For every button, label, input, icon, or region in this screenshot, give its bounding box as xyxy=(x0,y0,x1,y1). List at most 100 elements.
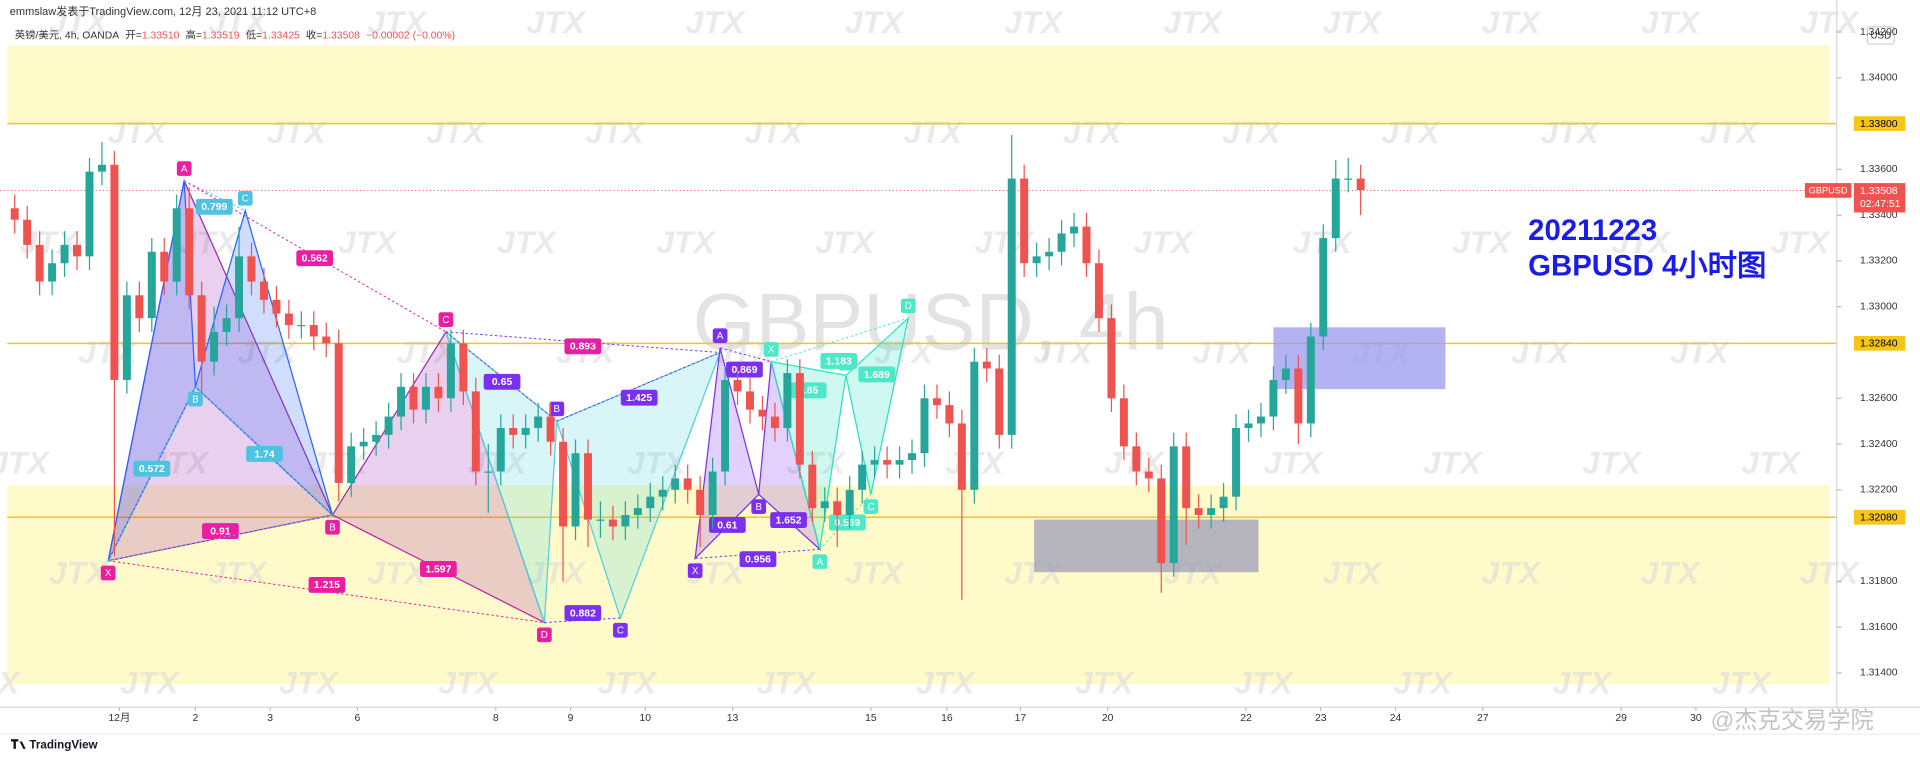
ratio-label: 1.597 xyxy=(425,564,451,575)
candle-body xyxy=(210,331,219,362)
logo-watermark: JTX xyxy=(1641,4,1701,40)
logo-watermark: JTX xyxy=(686,4,746,40)
pattern-point-label: B xyxy=(755,502,762,513)
legend-key: 低= xyxy=(246,28,262,41)
pattern-point-label: X xyxy=(105,568,112,579)
pattern-point-label: B xyxy=(329,522,336,533)
ratio-label: 0.562 xyxy=(302,254,328,265)
candle-body xyxy=(870,460,879,465)
pattern-ratio-line xyxy=(183,180,246,212)
logo-watermark: JTX xyxy=(49,4,109,40)
x-tick-label: 17 xyxy=(1015,713,1027,724)
y-tick-label: 1.31600 xyxy=(1860,622,1898,633)
logo-watermark: JTX xyxy=(1234,665,1294,701)
logo-watermark: JTX xyxy=(1800,555,1860,591)
logo-watermark: JTX xyxy=(904,114,964,150)
logo-watermark: JTX xyxy=(1641,555,1701,591)
candle-body xyxy=(559,441,568,527)
candle-body xyxy=(1094,263,1103,319)
candle-body xyxy=(583,453,592,520)
y-tick-label: 1.34200 xyxy=(1860,27,1898,38)
current-price-tag xyxy=(1853,183,1906,213)
logo-watermark: JTX xyxy=(816,224,876,260)
candle-body xyxy=(534,416,543,429)
candle-body xyxy=(284,313,293,326)
candle-body xyxy=(596,519,605,521)
pattern-point-box xyxy=(438,312,454,327)
current-price-label: 1.33508 xyxy=(1860,186,1898,197)
pattern-point-box xyxy=(812,554,828,569)
x-tick-label: 6 xyxy=(355,713,361,724)
ratio-box xyxy=(726,361,763,378)
candle-body xyxy=(858,464,867,490)
candle-body xyxy=(945,405,954,424)
logo-watermark: JTX xyxy=(598,665,658,701)
x-tick-label: 22 xyxy=(1240,713,1252,724)
logo-watermark: JTX xyxy=(1800,4,1860,40)
ratio-box xyxy=(620,389,658,406)
logo-watermark: JTX xyxy=(108,114,168,150)
pattern-point-box xyxy=(100,565,116,581)
y-tick-label: 1.31800 xyxy=(1860,576,1898,587)
candle-body xyxy=(1144,471,1153,479)
pattern-point-box xyxy=(863,499,879,514)
logo-watermark: JTX xyxy=(1063,114,1123,150)
candle-body xyxy=(272,299,281,314)
logo-watermark: JTX xyxy=(367,4,427,40)
ratio-box xyxy=(708,516,746,533)
candle-body xyxy=(1057,233,1066,252)
candle-body xyxy=(1219,496,1228,509)
candle-body xyxy=(1356,178,1365,190)
logo-watermark: JTX xyxy=(0,444,50,480)
pattern-ratio-line xyxy=(107,386,196,561)
candle-body xyxy=(1331,178,1340,239)
candle-body xyxy=(85,171,94,257)
logo-watermark: JTX xyxy=(1322,4,1382,40)
ratio-label: 0.799 xyxy=(201,202,227,213)
logo-watermark: JTX xyxy=(367,555,427,591)
candle-body xyxy=(1132,446,1141,472)
candle-body xyxy=(509,428,518,435)
candle-body xyxy=(1107,318,1116,399)
candle-body xyxy=(995,368,1004,435)
logo-watermark: JTX xyxy=(1381,114,1441,150)
current-name-tag xyxy=(1804,183,1852,198)
logo-watermark: JTX xyxy=(397,334,457,370)
legend-change: −0.00002 (−0.00%) xyxy=(366,30,455,41)
y-tick-label: 1.33600 xyxy=(1860,164,1898,175)
x-tick-label: 13 xyxy=(727,713,739,724)
x-tick-label: 15 xyxy=(865,713,877,724)
logo-watermark: JTX xyxy=(1075,665,1135,701)
level-label: 1.32840 xyxy=(1860,339,1898,350)
candle-body xyxy=(1306,336,1315,424)
pattern-point-box xyxy=(537,627,552,643)
ratio-label: 0.65 xyxy=(492,377,512,388)
candle-body xyxy=(671,478,680,490)
pattern-ratio-line xyxy=(445,331,721,353)
currency-box xyxy=(1866,26,1895,45)
candle-body xyxy=(571,453,580,527)
ratio-box xyxy=(483,373,521,390)
legend-value: 1.33425 xyxy=(262,30,300,41)
ratio-box xyxy=(133,460,171,477)
logo-watermark: JTX xyxy=(527,4,587,40)
credit-watermark: @杰克交易学院 xyxy=(1711,707,1874,733)
pattern-point-box xyxy=(763,342,779,357)
candle-body xyxy=(235,256,244,319)
logo-watermark: JTX xyxy=(1582,444,1642,480)
logo-watermark: JTX xyxy=(438,665,498,701)
pattern-point-label: A xyxy=(717,331,724,342)
ratio-box xyxy=(820,353,858,369)
candle-body xyxy=(334,343,343,483)
ratio-label: 0.882 xyxy=(570,608,596,619)
candle-body xyxy=(1194,508,1203,515)
ratio-label: 1.215 xyxy=(314,580,340,591)
ratio-box xyxy=(564,338,602,355)
candle-body xyxy=(908,453,916,461)
logo-watermark: JTX xyxy=(1771,224,1831,260)
candle-body xyxy=(746,391,754,410)
ratio-box xyxy=(420,561,457,577)
logo-watermark: JTX xyxy=(585,114,645,150)
pattern-point-label: C xyxy=(242,194,249,205)
candle-body xyxy=(833,501,842,515)
